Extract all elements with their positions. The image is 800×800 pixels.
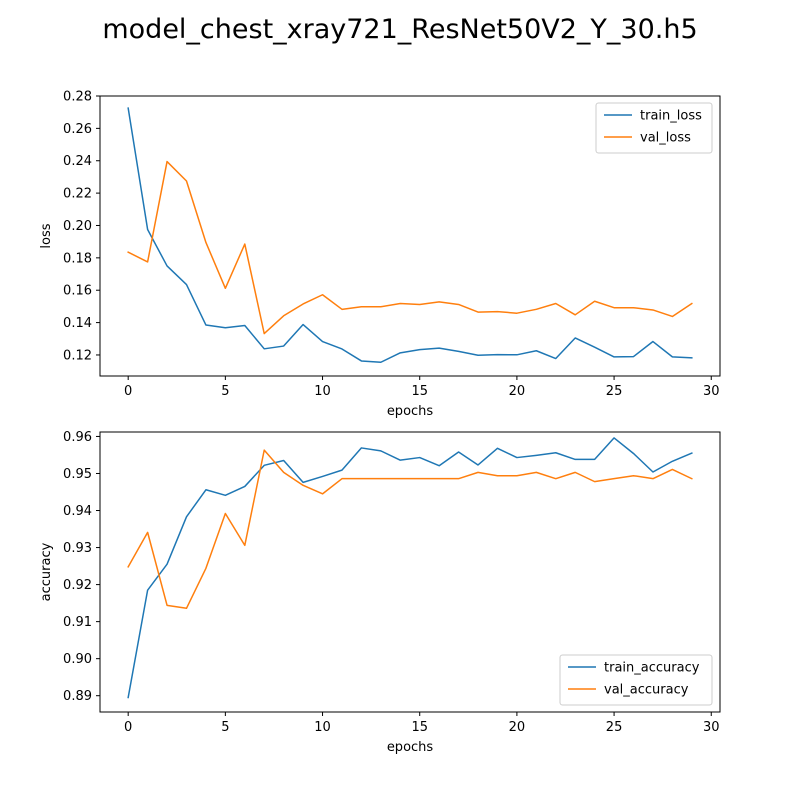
accuracy-axes-frame	[99, 431, 721, 713]
accuracy-ytick-label: 0.90	[63, 652, 92, 667]
accuracy-xtick-label: 15	[411, 720, 428, 735]
loss-ytick-label: 0.22	[63, 187, 92, 202]
figure-title: model_chest_xray721_ResNet50V2_Y_30.h5	[102, 14, 697, 45]
loss-ytick-label: 0.16	[63, 284, 92, 299]
loss-xtick-label: 5	[221, 384, 229, 399]
loss-xtick-label: 30	[703, 384, 720, 399]
loss-ytick-label: 0.18	[63, 251, 92, 266]
accuracy-xtick-label: 25	[606, 720, 623, 735]
loss-ylabel: loss	[39, 223, 54, 248]
accuracy-legend-box	[559, 654, 713, 706]
loss-ytick-label: 0.28	[63, 90, 92, 105]
loss-legend-label-train_loss: train_loss	[640, 109, 702, 124]
accuracy-xtick-label: 30	[703, 720, 720, 735]
accuracy-xtick-label: 0	[124, 720, 132, 735]
loss-legend: train_loss val_loss	[595, 102, 713, 154]
loss-xlabel: epochs	[387, 404, 434, 419]
accuracy-ylabel: accuracy	[39, 542, 54, 601]
accuracy-ytick-label: 0.92	[63, 578, 92, 593]
accuracy-ytick-label: 0.94	[63, 504, 92, 519]
accuracy-ytick-label: 0.96	[63, 430, 92, 445]
loss-series-train_loss	[127, 107, 693, 363]
loss-xtick-label: 25	[606, 384, 623, 399]
accuracy-ytick-label: 0.93	[63, 541, 92, 556]
accuracy-ytick-label: 0.91	[63, 615, 92, 630]
loss-xtick-label: 15	[411, 384, 428, 399]
loss-ytick-label: 0.14	[63, 316, 92, 331]
loss-xtick-label: 20	[509, 384, 526, 399]
loss-plot: 0 5 10 15 20 25 30 0.12 0.14 0.16 0.18 0.20 0.22 0.24…	[39, 90, 721, 419]
accuracy-xtick-label: 5	[221, 720, 229, 735]
loss-xtick-label: 10	[314, 384, 331, 399]
accuracy-legend-label-train_accuracy: train_accuracy	[604, 661, 700, 676]
loss-ytick-label: 0.20	[63, 219, 92, 234]
accuracy-series-val_accuracy	[127, 449, 693, 610]
loss-axes-frame	[99, 95, 721, 377]
accuracy-xtick-label: 10	[314, 720, 331, 735]
loss-legend-label-val_loss: val_loss	[640, 131, 691, 146]
accuracy-legend: train_accuracy val_accuracy	[559, 654, 713, 706]
accuracy-plot: 0 5 10 15 20 25 30 0.89 0.90 0.91 0.92 0.93 0.94 0.95…	[39, 430, 721, 755]
loss-ytick-label: 0.24	[63, 154, 92, 169]
accuracy-ytick-label: 0.89	[63, 689, 92, 704]
loss-xtick-label: 0	[124, 384, 132, 399]
accuracy-xlabel: epochs	[387, 740, 434, 755]
accuracy-legend-label-val_accuracy: val_accuracy	[604, 683, 689, 698]
loss-series-val_loss	[127, 160, 693, 335]
loss-ytick-label: 0.26	[63, 122, 92, 137]
accuracy-ytick-label: 0.95	[63, 467, 92, 482]
loss-ytick-label: 0.12	[63, 348, 92, 363]
accuracy-series-train_accuracy	[127, 437, 693, 699]
accuracy-xtick-label: 20	[509, 720, 526, 735]
